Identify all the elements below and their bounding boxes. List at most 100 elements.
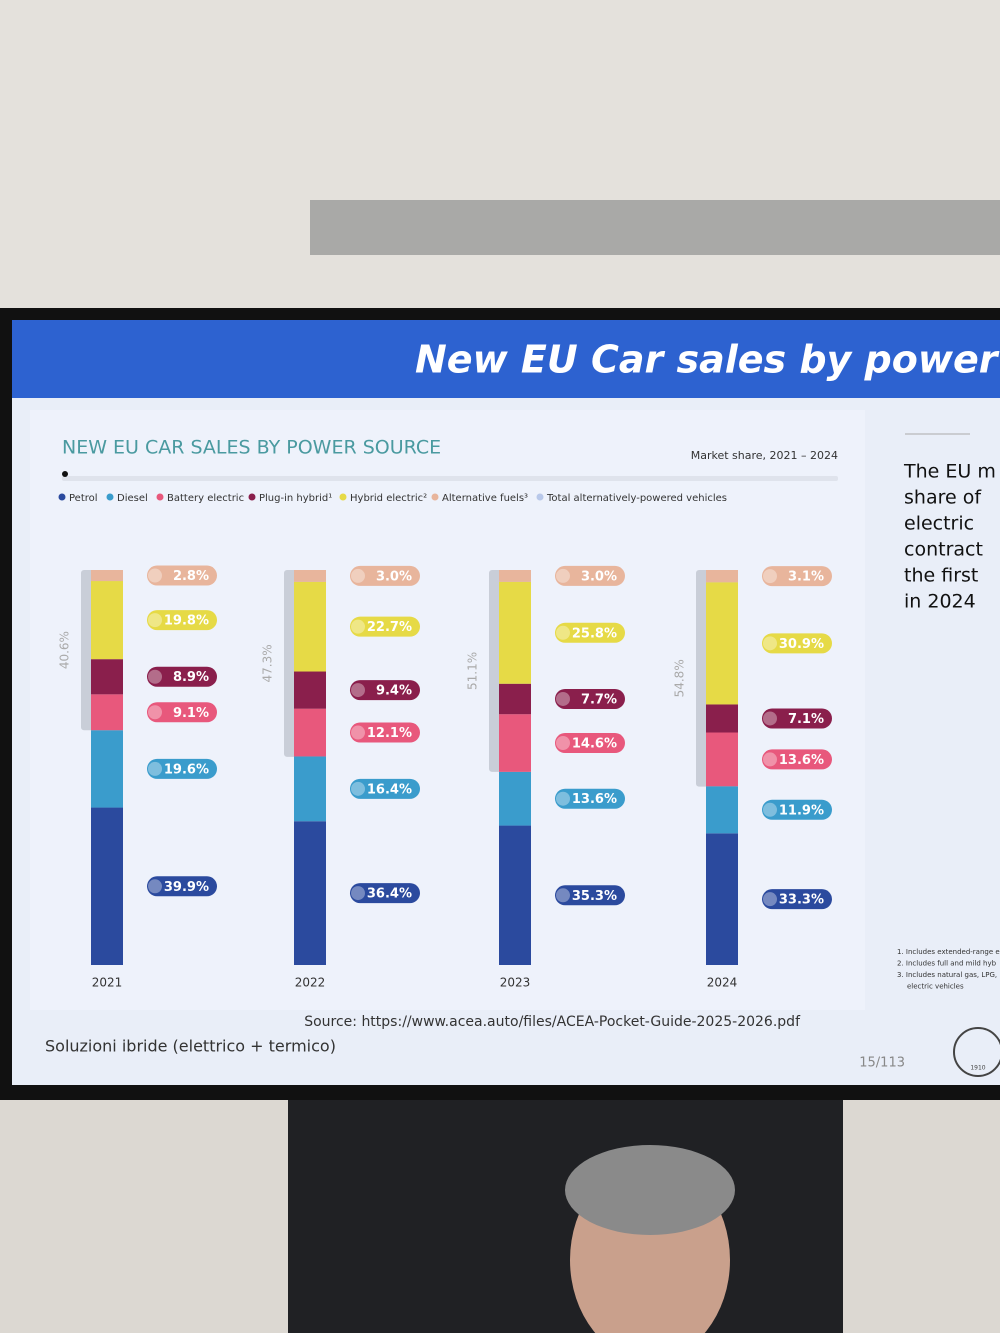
bar-segment bbox=[499, 714, 531, 772]
data-label: 3.1% bbox=[788, 570, 824, 585]
label-pill bbox=[762, 799, 832, 820]
data-label: 14.6% bbox=[572, 737, 617, 752]
label-pill-dot bbox=[556, 791, 570, 806]
ceiling-light bbox=[310, 200, 1000, 255]
legend-swatch bbox=[431, 493, 439, 501]
label-pill-dot bbox=[351, 619, 365, 634]
data-label: 25.8% bbox=[572, 626, 617, 641]
label-pill-dot bbox=[556, 625, 570, 640]
total-label: 47.3% bbox=[261, 644, 275, 682]
side-text: share of bbox=[904, 487, 982, 509]
legend-swatch bbox=[106, 493, 114, 501]
label-pill-dot bbox=[148, 879, 162, 894]
data-label: 11.9% bbox=[779, 803, 824, 818]
bar-segment bbox=[91, 730, 123, 808]
side-text: electric bbox=[904, 513, 974, 535]
label-pill bbox=[555, 565, 625, 586]
data-label: 13.6% bbox=[572, 792, 617, 807]
bar-segment bbox=[706, 732, 738, 787]
page-number: 15/113 bbox=[859, 1056, 905, 1071]
data-label: 12.1% bbox=[367, 726, 412, 741]
data-label: 36.4% bbox=[367, 887, 412, 902]
bar-segment bbox=[91, 807, 123, 965]
data-label: 35.3% bbox=[572, 889, 617, 904]
bar-segment bbox=[499, 581, 531, 684]
label-pill bbox=[147, 702, 217, 723]
side-text: contract bbox=[904, 539, 983, 561]
data-label: 39.9% bbox=[164, 880, 209, 895]
bar-segment bbox=[91, 694, 123, 731]
label-pill-dot bbox=[148, 669, 162, 684]
label-pill bbox=[350, 616, 420, 637]
label-pill bbox=[555, 622, 625, 643]
legend-swatch bbox=[339, 493, 347, 501]
legend-label: Total alternatively-powered vehicles bbox=[546, 493, 727, 504]
bar-segment bbox=[706, 582, 738, 705]
legend-label: Diesel bbox=[117, 493, 148, 504]
label-pill-dot bbox=[763, 802, 777, 817]
hair bbox=[565, 1145, 735, 1235]
legend-label: Battery electric bbox=[167, 493, 244, 504]
logo bbox=[953, 1027, 1000, 1077]
label-pill-dot bbox=[556, 691, 570, 706]
label-pill-dot bbox=[763, 892, 777, 907]
label-pill bbox=[762, 566, 832, 587]
footer: Soluzioni ibride (elettrico + termico) bbox=[45, 1037, 336, 1056]
label-pill bbox=[147, 758, 217, 779]
bar-segment bbox=[91, 581, 123, 660]
data-label: 30.9% bbox=[779, 637, 824, 652]
label-pill bbox=[555, 688, 625, 709]
label-pill bbox=[762, 633, 832, 654]
chart-subtitle: Market share, 2021 – 2024 bbox=[691, 449, 838, 462]
label-pill-dot bbox=[763, 752, 777, 767]
label-pill bbox=[350, 722, 420, 743]
data-label: 33.3% bbox=[779, 893, 824, 908]
data-label: 3.0% bbox=[376, 569, 412, 584]
label-pill bbox=[350, 883, 420, 904]
label-pill bbox=[147, 565, 217, 586]
bar-segment bbox=[706, 833, 738, 965]
label-pill bbox=[762, 889, 832, 910]
bar-segment bbox=[294, 671, 326, 709]
label-pill bbox=[147, 666, 217, 687]
label-pill-dot bbox=[763, 569, 777, 584]
legend-label: Hybrid electric² bbox=[350, 493, 427, 504]
legend-swatch bbox=[536, 493, 544, 501]
label-pill-dot bbox=[556, 888, 570, 903]
logo-text: 1910 bbox=[970, 1065, 985, 1072]
slide-title: New EU Car sales by power s bbox=[415, 338, 1000, 382]
footnote: 2. Includes full and mild hyb bbox=[897, 960, 997, 968]
legend-swatch bbox=[248, 493, 256, 501]
bar-segment bbox=[499, 570, 531, 582]
label-pill-dot bbox=[148, 761, 162, 776]
data-label: 7.7% bbox=[581, 692, 617, 707]
ceiling bbox=[0, 0, 1000, 310]
label-pill bbox=[147, 610, 217, 631]
side-text: the first bbox=[904, 565, 978, 587]
label-pill bbox=[762, 708, 832, 729]
bar-segment bbox=[91, 570, 123, 582]
bar-segment bbox=[706, 704, 738, 733]
data-label: 2.8% bbox=[173, 569, 209, 584]
label-pill bbox=[147, 876, 217, 897]
label-pill-dot bbox=[351, 568, 365, 583]
total-label: 40.6% bbox=[58, 631, 72, 669]
legend-label: Plug-in hybrid¹ bbox=[259, 493, 332, 504]
footnote: 1. Includes extended-range e bbox=[897, 948, 1000, 956]
bar-segment bbox=[499, 683, 531, 715]
label-pill-dot bbox=[556, 736, 570, 751]
data-label: 7.1% bbox=[788, 712, 824, 727]
bar-segment bbox=[706, 570, 738, 583]
x-tick-label: 2021 bbox=[92, 976, 123, 990]
label-pill-dot bbox=[148, 705, 162, 720]
label-pill-dot bbox=[351, 683, 365, 698]
footnote: electric vehicles bbox=[907, 983, 964, 991]
bar-segment bbox=[294, 570, 326, 582]
label-pill-dot bbox=[556, 568, 570, 583]
data-label: 19.8% bbox=[164, 614, 209, 629]
total-label: 54.8% bbox=[673, 659, 687, 697]
data-label: 8.9% bbox=[173, 670, 209, 685]
label-pill bbox=[555, 885, 625, 906]
label-pill bbox=[350, 680, 420, 701]
divider-dot bbox=[62, 471, 68, 477]
